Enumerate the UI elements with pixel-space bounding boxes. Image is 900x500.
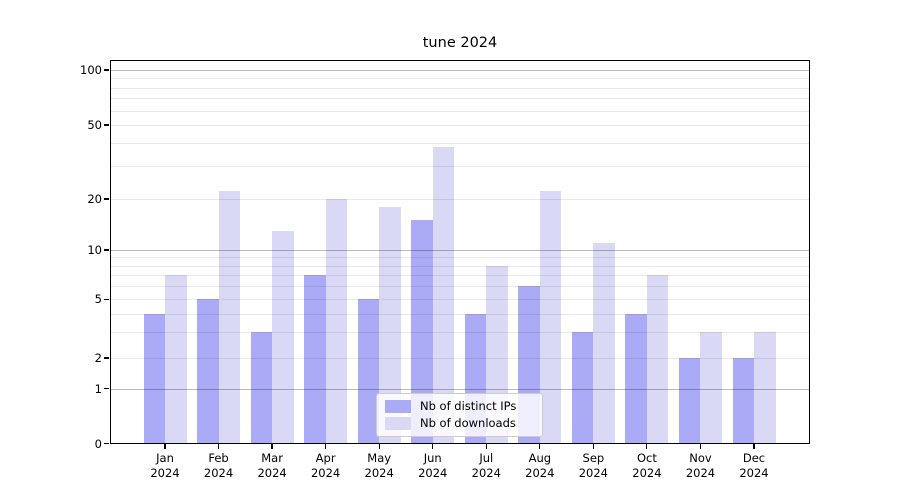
y-tick-label: 100 [80, 63, 102, 77]
x-tick-label: May 2024 [364, 451, 394, 480]
legend-swatch-distinct-ips [385, 400, 411, 413]
x-tick-label: Sep 2024 [578, 451, 608, 480]
gridline-minor [110, 275, 810, 277]
bar-distinct-ips-nov [678, 358, 701, 444]
bar-distinct-ips-jan [143, 313, 165, 444]
gridline-minor [110, 332, 810, 334]
y-tick-label: 20 [87, 192, 102, 206]
x-tick [432, 444, 434, 449]
legend-swatch-downloads [385, 417, 411, 430]
gridline-minor [110, 87, 810, 89]
x-tick [378, 444, 380, 449]
bar-distinct-ips-oct [625, 313, 647, 444]
x-tick-label: Mar 2024 [257, 451, 287, 480]
x-tick-label: Jul 2024 [471, 451, 501, 480]
gridline-major [110, 388, 810, 390]
x-tick [753, 444, 755, 449]
bar-distinct-ips-jun [411, 220, 433, 444]
gridline-minor [110, 358, 810, 359]
gridline-minor [110, 257, 810, 259]
gridline-minor [110, 166, 810, 168]
x-tick-label: Apr 2024 [310, 451, 341, 480]
y-tick [104, 388, 109, 390]
bar-downloads-dec [754, 332, 776, 444]
y-tick-label: 1 [94, 381, 102, 396]
y-tick-label: 50 [87, 118, 102, 132]
y-tick [104, 249, 109, 251]
x-tick [325, 444, 327, 449]
gridline-minor [110, 199, 810, 200]
bar-downloads-oct [646, 275, 669, 444]
x-tick [699, 444, 702, 449]
bar-downloads-jun [432, 147, 455, 444]
y-tick-label: 2 [94, 351, 102, 365]
y-tick [104, 442, 109, 445]
bar-downloads-mar [272, 230, 294, 444]
x-tick [217, 444, 220, 449]
x-tick-label: Jan 2024 [150, 451, 180, 480]
gridline-major [110, 70, 810, 71]
x-tick-label: Feb 2024 [203, 451, 234, 480]
legend-label-distinct-ips: Nb of distinct IPs [420, 399, 517, 413]
x-tick [485, 444, 487, 449]
gridline-minor [110, 143, 810, 145]
bar-distinct-ips-dec [732, 358, 754, 444]
gridline-minor [110, 313, 810, 315]
y-tick [104, 69, 109, 71]
bar-distinct-ips-may [357, 299, 380, 444]
x-tick-label: Dec 2024 [739, 451, 769, 480]
bar-downloads-jan [165, 275, 187, 444]
gridline-minor [110, 110, 810, 112]
legend-label-downloads: Nb of downloads [420, 416, 516, 430]
y-tick [104, 198, 109, 200]
bar-distinct-ips-feb [197, 299, 219, 444]
chart-title: tune 2024 [422, 35, 498, 51]
legend-entry-downloads: Nb of downloads [385, 415, 534, 432]
y-tick-label: 10 [87, 243, 102, 257]
bar-distinct-ips-sep [571, 332, 594, 444]
x-tick [539, 444, 541, 449]
bar-downloads-sep [593, 242, 615, 444]
gridline-minor [110, 125, 810, 126]
x-tick-label: Jun 2024 [418, 451, 448, 480]
x-tick [592, 444, 594, 449]
gridline-minor [110, 98, 810, 100]
bar-downloads-may [379, 206, 401, 444]
y-tick-label: 0 [94, 436, 102, 451]
x-tick [646, 444, 648, 449]
x-tick-label: Nov 2024 [685, 451, 716, 480]
x-tick-label: Aug 2024 [525, 451, 555, 480]
legend: Nb of distinct IPs Nb of downloads [376, 393, 543, 437]
y-tick [104, 298, 109, 300]
bar-downloads-apr [325, 199, 348, 444]
x-tick [271, 444, 273, 449]
x-tick [164, 444, 166, 449]
bar-downloads-aug [539, 191, 562, 444]
y-tick-label: 5 [94, 292, 102, 307]
gridline-minor [110, 78, 810, 80]
gridline-minor [110, 299, 810, 301]
bar-downloads-nov [700, 332, 722, 444]
x-tick-label: Oct 2024 [632, 451, 662, 480]
gridline-minor [110, 265, 810, 267]
gridline-minor [110, 286, 810, 288]
bar-downloads-feb [218, 191, 241, 444]
y-tick [104, 357, 109, 359]
gridline-major [110, 250, 810, 251]
y-tick [104, 124, 109, 126]
legend-entry-distinct-ips: Nb of distinct IPs [385, 398, 534, 415]
bar-distinct-ips-mar [250, 332, 273, 444]
bar-distinct-ips-apr [304, 275, 326, 444]
